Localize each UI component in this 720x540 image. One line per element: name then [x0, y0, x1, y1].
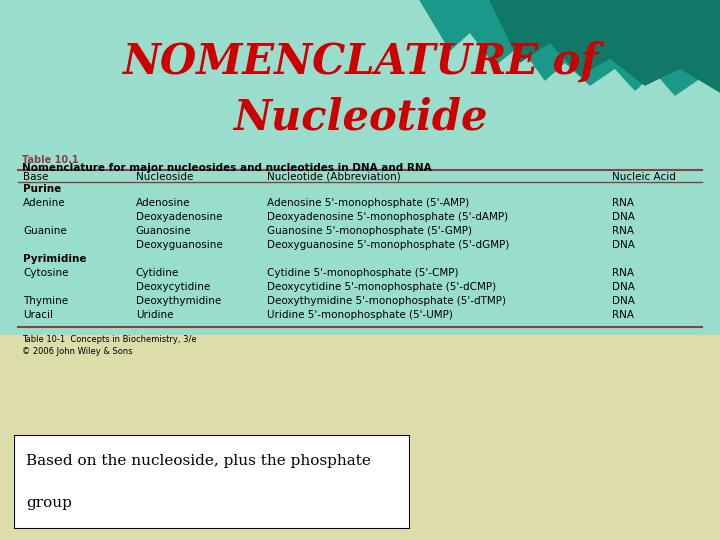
Text: Deoxyguanosine 5'-monophosphate (5'-dGMP): Deoxyguanosine 5'-monophosphate (5'-dGMP…	[267, 240, 509, 250]
Text: Nucleoside: Nucleoside	[136, 172, 193, 182]
Text: Cytidine: Cytidine	[136, 268, 179, 278]
Text: Adenine: Adenine	[23, 198, 66, 208]
Text: RNA: RNA	[612, 268, 634, 278]
Text: Nucleotide: Nucleotide	[233, 97, 487, 139]
Text: Nomenclature for major nucleosides and nucleotides in DNA and RNA: Nomenclature for major nucleosides and n…	[22, 163, 431, 173]
Text: DNA: DNA	[612, 282, 635, 292]
Text: Uracil: Uracil	[23, 310, 53, 320]
Text: Deoxycytidine: Deoxycytidine	[136, 282, 210, 292]
Text: DNA: DNA	[612, 296, 635, 306]
Bar	[0, 0, 720, 335]
Text: RNA: RNA	[612, 310, 634, 320]
Text: Purine: Purine	[23, 184, 61, 194]
Text: Adenosine 5'-monophosphate (5'-AMP): Adenosine 5'-monophosphate (5'-AMP)	[267, 198, 469, 208]
Text: Uridine: Uridine	[136, 310, 174, 320]
Text: Cytidine 5'-monophosphate (5'-CMP): Cytidine 5'-monophosphate (5'-CMP)	[267, 268, 459, 278]
Text: Guanosine: Guanosine	[136, 226, 192, 236]
Text: Deoxycytidine 5'-monophosphate (5'-dCMP): Deoxycytidine 5'-monophosphate (5'-dCMP)	[267, 282, 496, 292]
Text: Adenosine: Adenosine	[136, 198, 190, 208]
FancyBboxPatch shape	[14, 435, 410, 529]
Text: Guanosine 5'-monophosphate (5'-GMP): Guanosine 5'-monophosphate (5'-GMP)	[267, 226, 472, 236]
Text: Cytosine: Cytosine	[23, 268, 69, 278]
Text: © 2006 John Wiley & Sons: © 2006 John Wiley & Sons	[22, 347, 132, 356]
Text: Deoxyadenosine 5'-monophosphate (5'-dAMP): Deoxyadenosine 5'-monophosphate (5'-dAMP…	[267, 212, 508, 222]
Text: Base: Base	[23, 172, 49, 182]
Bar	[0, 335, 720, 540]
Text: Deoxythymidine 5'-monophosphate (5'-dTMP): Deoxythymidine 5'-monophosphate (5'-dTMP…	[267, 296, 506, 306]
Text: Table 10.1: Table 10.1	[22, 155, 78, 165]
Text: Deoxythymidine: Deoxythymidine	[136, 296, 221, 306]
Text: Pyrimidine: Pyrimidine	[23, 254, 87, 264]
Text: DNA: DNA	[612, 212, 635, 222]
Text: Based on the nucleoside, plus the phosphate: Based on the nucleoside, plus the phosph…	[27, 454, 371, 468]
Polygon shape	[420, 0, 720, 95]
Text: RNA: RNA	[612, 226, 634, 236]
Text: Deoxyadenosine: Deoxyadenosine	[136, 212, 222, 222]
Polygon shape	[490, 0, 720, 92]
Text: group: group	[27, 496, 72, 510]
Text: Nucleotide (Abbreviation): Nucleotide (Abbreviation)	[267, 172, 400, 182]
Text: Deoxyguanosine: Deoxyguanosine	[136, 240, 222, 250]
Text: Thymine: Thymine	[23, 296, 68, 306]
Text: Table 10-1  Concepts in Biochemistry, 3/e: Table 10-1 Concepts in Biochemistry, 3/e	[22, 335, 197, 345]
Text: Nucleic Acid: Nucleic Acid	[612, 172, 676, 182]
Text: Guanine: Guanine	[23, 226, 67, 236]
Text: DNA: DNA	[612, 240, 635, 250]
Text: RNA: RNA	[612, 198, 634, 208]
Text: NOMENCLATURE of: NOMENCLATURE of	[122, 41, 598, 83]
Text: Uridine 5'-monophosphate (5'-UMP): Uridine 5'-monophosphate (5'-UMP)	[267, 310, 453, 320]
